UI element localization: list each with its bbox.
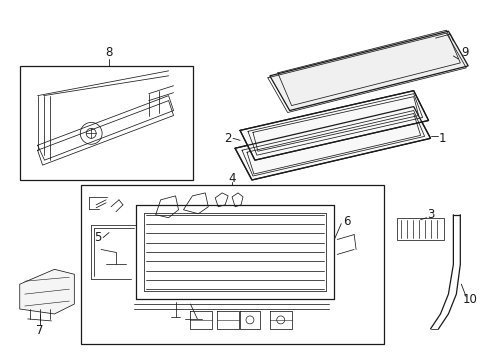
Polygon shape xyxy=(269,31,468,111)
Text: 3: 3 xyxy=(426,208,433,221)
Text: 9: 9 xyxy=(461,46,468,59)
Bar xyxy=(81,185,383,344)
Polygon shape xyxy=(20,269,74,314)
Text: 4: 4 xyxy=(228,171,235,185)
Text: 10: 10 xyxy=(462,293,477,306)
Bar xyxy=(396,218,444,239)
Text: 7: 7 xyxy=(36,324,43,337)
Polygon shape xyxy=(235,107,429,180)
Bar xyxy=(20,66,193,180)
Text: 5: 5 xyxy=(94,231,102,244)
Text: 6: 6 xyxy=(343,215,350,228)
Text: 8: 8 xyxy=(105,46,113,59)
Polygon shape xyxy=(240,91,427,160)
Text: 1: 1 xyxy=(438,132,445,145)
Text: 2: 2 xyxy=(224,132,231,145)
